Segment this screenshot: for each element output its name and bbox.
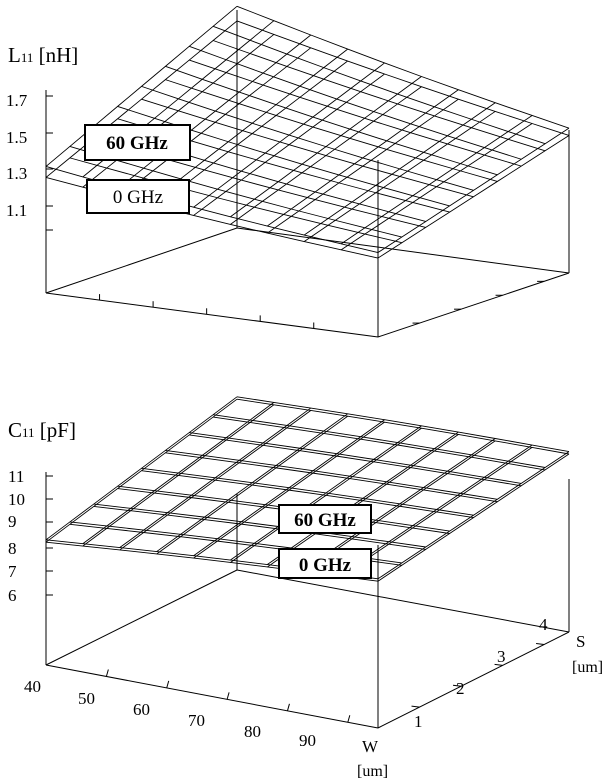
- c11-x-ticks: 40 50 60 70 80 90: [24, 677, 316, 750]
- c11-x-tick: [286, 703, 290, 711]
- c11-y-tick: [536, 643, 545, 646]
- c11-legend-60ghz: 60 GHz: [278, 504, 372, 534]
- l11-surface-1-s-line: [236, 20, 570, 136]
- c11-surface-0-s-line: [93, 503, 426, 548]
- c11-x-tick-label: 70: [188, 711, 205, 730]
- l11-legend-0ghz: 0 GHz: [86, 179, 190, 214]
- c11-y-tick-label: 4: [539, 615, 548, 634]
- l11-surfaces: [45, 5, 570, 259]
- c11-y-ticks: 1 2 3 4: [414, 615, 548, 731]
- c11-base-edge: [45, 569, 238, 666]
- l11-legend-0ghz-box: [86, 179, 190, 214]
- c11-y-tick-label: 3: [497, 647, 506, 666]
- l11-surface-0-s-line: [212, 25, 546, 145]
- c11-x-axis-unit: [um]: [357, 763, 388, 780]
- c11-z-tick-label: 6: [8, 586, 17, 605]
- c11-z-tick-label: 11: [8, 467, 24, 486]
- c11-x-tick-label: 40: [24, 677, 41, 696]
- c11-x-tick: [347, 715, 351, 723]
- c11-surface-0-s-line: [189, 432, 522, 484]
- l11-surface-1-s-line: [189, 59, 522, 167]
- c11-legend-60ghz-label: 60 GHz: [294, 510, 356, 531]
- l11-surface-0-s-line: [141, 85, 474, 191]
- c11-legend-0ghz-box: [278, 548, 372, 579]
- l11-surface-1-s-line: [141, 98, 474, 198]
- l11-surface-0-s-line: [69, 146, 402, 238]
- c11-z-tick-label: 9: [8, 512, 17, 531]
- c11-x-tick: [105, 669, 109, 677]
- l11-legend-60ghz-label: 60 GHz: [106, 133, 168, 154]
- c11-y-tick: [452, 684, 462, 687]
- l11-surface-0-s-line: [236, 5, 570, 129]
- c11-y-tick: [494, 663, 503, 666]
- c11-x-axis: [45, 664, 379, 729]
- c11-y-axis-unit: [um]: [572, 659, 603, 676]
- c11-surface-1-s-line: [189, 434, 522, 487]
- l11-x-axis: [45, 292, 379, 338]
- c11-surface-1-s-line: [236, 398, 570, 455]
- l11-legend-60ghz-box: [84, 124, 191, 161]
- c11-legend-60ghz-box: [278, 504, 372, 534]
- chart-l11: L11 [nH] 1.7 1.5 1.3 1.1 60 GHz 0 GHz: [6, 5, 570, 338]
- c11-axes: [45, 472, 570, 729]
- l11-legend-60ghz: 60 GHz: [84, 124, 191, 161]
- l11-z-tick-label: 1.1: [6, 201, 27, 220]
- c11-surface-0-s-line: [165, 449, 498, 500]
- l11-y-axis: [377, 272, 570, 338]
- l11-z-tick-label: 1.3: [6, 164, 27, 183]
- c11-legend-0ghz: 0 GHz: [278, 548, 372, 579]
- c11-surface-1-s-line: [165, 452, 498, 503]
- l11-base-edge: [236, 227, 570, 274]
- l11-surface-0-s-line: [189, 45, 522, 160]
- c11-y-tick-label: 2: [456, 679, 465, 698]
- c11-surface-0-s-line: [236, 396, 570, 453]
- c11-x-axis-label: W: [362, 737, 379, 756]
- c11-surface-0-s-line: [213, 414, 546, 468]
- l11-surface-0-s-line: [165, 65, 498, 176]
- c11-surfaces: [45, 396, 570, 582]
- c11-x-tick-label: 50: [78, 689, 95, 708]
- l11-axes: [45, 10, 570, 338]
- c11-y-tick-label: 1: [414, 712, 423, 731]
- l11-legend-0ghz-label: 0 GHz: [113, 187, 163, 208]
- c11-x-tick-label: 90: [299, 731, 316, 750]
- c11-z-tick-label: 8: [8, 539, 17, 558]
- c11-z-ticks: 11 10 9 8 7 6: [8, 467, 25, 605]
- l11-z-tick-label: 1.7: [6, 91, 28, 110]
- l11-surface-1-s-line: [165, 79, 498, 182]
- c11-base-edge: [236, 569, 570, 633]
- c11-y-axis: [377, 631, 570, 729]
- c11-surface-1-s-line: [213, 416, 546, 471]
- c11-title: C11 [pF]: [8, 418, 76, 442]
- c11-x-tick: [166, 680, 170, 689]
- chart-c11: C11 [pF] 11 10 9 8 7 6 40 50 60 70 80 90…: [8, 396, 603, 780]
- c11-x-tick-label: 60: [133, 700, 150, 719]
- c11-z-tick-label: 7: [8, 562, 17, 581]
- l11-surface-1-s-line: [212, 40, 546, 152]
- c11-z-tick-label: 10: [8, 490, 25, 509]
- c11-surface-0-s-line: [141, 467, 474, 516]
- l11-title: L11 [nH]: [8, 43, 78, 67]
- c11-y-axis-label: S: [576, 632, 585, 651]
- l11-z-tick-label: 1.5: [6, 128, 27, 147]
- c11-surface-1-s-line: [141, 470, 474, 519]
- c11-x-tick-label: 80: [244, 722, 261, 741]
- l11-surface-1-w-line: [377, 135, 570, 259]
- l11-z-ticks: 1.7 1.5 1.3 1.1: [6, 91, 28, 220]
- c11-y-tick: [411, 705, 420, 708]
- c11-x-tick: [226, 692, 230, 700]
- c11-surface-1-s-line: [93, 506, 426, 550]
- l11-surface-1-s-line: [69, 157, 402, 244]
- c11-legend-0ghz-label: 0 GHz: [299, 555, 352, 576]
- l11-base-edge: [45, 227, 238, 294]
